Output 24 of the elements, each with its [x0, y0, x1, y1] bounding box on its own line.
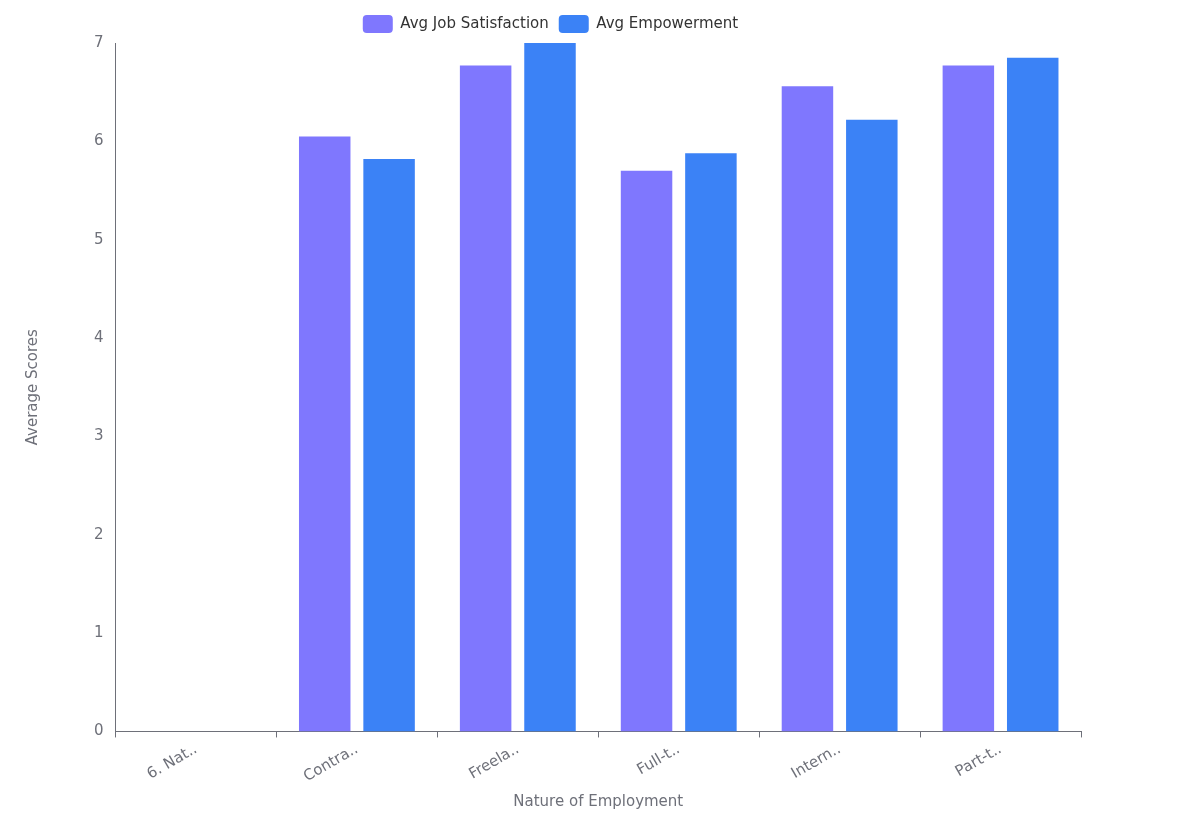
y-tick-label: 7	[94, 32, 104, 51]
bar	[1006, 57, 1059, 732]
bar	[942, 65, 995, 732]
y-axis-title: Average Scores	[22, 328, 41, 446]
x-tick-label: 6. Nat..	[143, 739, 200, 783]
y-tick-label: 2	[94, 524, 104, 543]
y-tick-label: 6	[94, 131, 104, 150]
y-tick-label: 3	[94, 426, 104, 445]
y-tick-label: 0	[94, 721, 104, 740]
bar	[781, 86, 834, 732]
bar	[524, 43, 576, 732]
legend-label: Avg Job Satisfaction	[400, 13, 549, 32]
bar	[459, 65, 512, 732]
bar	[620, 170, 673, 732]
bar	[846, 119, 898, 732]
legend-label: Avg Empowerment	[596, 13, 739, 32]
bar	[363, 159, 415, 732]
x-axis-title: Nature of Employment	[513, 791, 684, 810]
y-tick-label: 1	[94, 622, 104, 641]
y-tick-label: 5	[94, 229, 104, 248]
bar	[685, 153, 737, 732]
x-tick-label: Full-t..	[633, 739, 683, 779]
bar	[298, 136, 351, 732]
y-tick-label: 4	[94, 327, 104, 346]
